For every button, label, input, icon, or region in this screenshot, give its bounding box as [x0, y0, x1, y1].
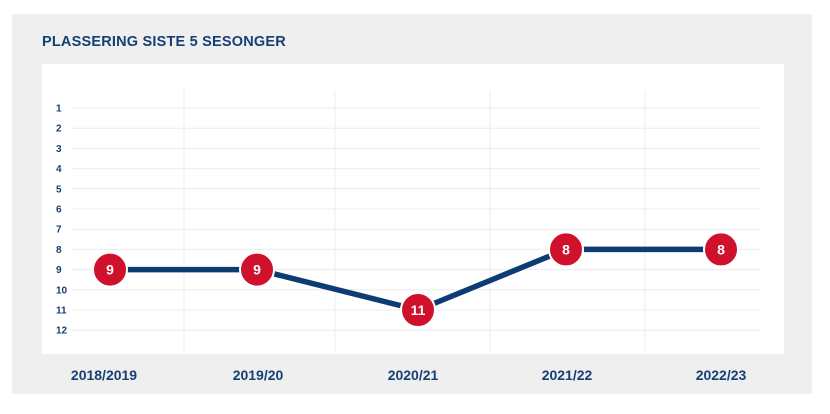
x-tick-label: 2022/23 [696, 367, 747, 383]
x-tick-label: 2019/20 [233, 367, 284, 383]
y-tick-label: 10 [56, 285, 68, 296]
x-tick-label: 2018/2019 [71, 367, 137, 383]
data-label: 8 [562, 241, 570, 257]
y-tick-label: 11 [56, 306, 67, 317]
data-point-marker [703, 231, 739, 268]
y-tick-label: 2 [56, 124, 62, 135]
x-tick-label: 2021/22 [542, 367, 593, 383]
y-tick-label: 8 [56, 245, 62, 256]
y-tick-label: 9 [56, 265, 62, 276]
y-tick-label: 6 [56, 205, 62, 216]
data-point-marker [400, 292, 436, 328]
y-tick-label: 7 [56, 225, 62, 236]
y-tick-label: 5 [56, 184, 62, 195]
y-tick-label: 12 [56, 326, 68, 337]
data-point-marker [239, 251, 275, 288]
y-tick-label: 3 [56, 144, 62, 155]
data-label: 9 [106, 262, 114, 278]
data-label: 8 [717, 241, 725, 257]
x-tick-label: 2020/21 [388, 367, 439, 383]
data-label: 11 [411, 302, 426, 318]
chart-title: PLASSERING SISTE 5 SESONGER [42, 34, 286, 50]
y-tick-label: 4 [56, 164, 62, 175]
y-tick-label: 1 [56, 104, 62, 115]
data-point-marker [548, 231, 584, 268]
data-label: 9 [253, 262, 261, 278]
data-point-marker [92, 251, 128, 288]
